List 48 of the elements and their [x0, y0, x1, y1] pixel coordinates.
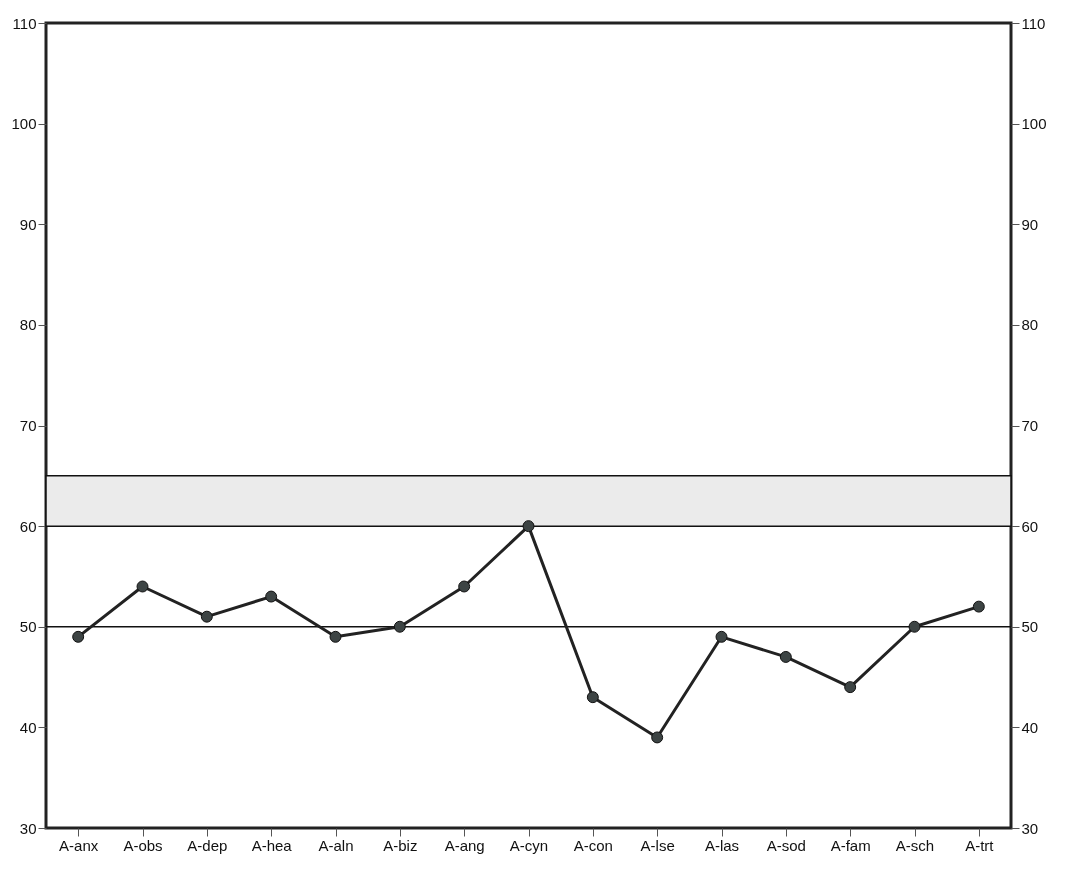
y2-tick-label: 60: [1021, 517, 1039, 535]
point: [844, 681, 857, 694]
x-tick-label: A-ang: [444, 836, 485, 854]
x-tick-label: A-fam: [830, 836, 871, 854]
y2-tick-label: 80: [1021, 316, 1039, 334]
point: [715, 630, 728, 643]
y-tick-label: 110: [12, 14, 37, 32]
y2-tick-label: 40: [1021, 718, 1039, 736]
y-tick-label: 60: [19, 517, 37, 535]
point: [136, 580, 149, 593]
y-tick-label: 40: [19, 718, 37, 736]
x-tick-label: A-lse: [640, 836, 675, 854]
point: [72, 630, 85, 643]
x-tick-label: A-anx: [59, 836, 99, 854]
y2-tick-label: 100: [1021, 115, 1047, 133]
x-tick-label: A-las: [704, 836, 740, 854]
point: [972, 600, 985, 613]
x-tick-label: A-sch: [895, 836, 935, 854]
x-tick-label: A-aln: [318, 836, 354, 854]
y-tick-label: 30: [19, 819, 37, 837]
point: [265, 590, 278, 603]
x-tick-label: A-obs: [123, 836, 163, 854]
x-tick-label: A-cyn: [509, 836, 549, 854]
point: [200, 610, 213, 623]
y-tick-label: 80: [19, 316, 37, 334]
y2-tick-label: 70: [1021, 417, 1039, 434]
y-tick-label: 70: [19, 417, 37, 434]
point: [522, 520, 535, 533]
point: [458, 580, 471, 593]
point: [908, 620, 921, 633]
y2-tick-label: 90: [1021, 215, 1039, 233]
y2-tick-label: 110: [1021, 14, 1046, 32]
point: [651, 731, 664, 744]
x-tick-label: A-dep: [187, 836, 228, 854]
x-tick-label: A-biz: [383, 836, 418, 854]
x-tick-label: A-trt: [965, 836, 995, 854]
x-tick-label: A-con: [573, 836, 613, 854]
y2-tick-label: 30: [1021, 819, 1039, 837]
point: [329, 630, 342, 643]
y-tick-label: 90: [19, 215, 37, 233]
point: [586, 691, 599, 704]
x-tick-label: A-sod: [766, 836, 806, 854]
y2-tick-label: 50: [1021, 618, 1039, 636]
point: [779, 650, 792, 663]
y-tick-label: 50: [19, 618, 37, 636]
point: [393, 620, 406, 633]
y-tick-label: 100: [11, 115, 37, 133]
x-tick-label: A-hea: [251, 836, 293, 854]
